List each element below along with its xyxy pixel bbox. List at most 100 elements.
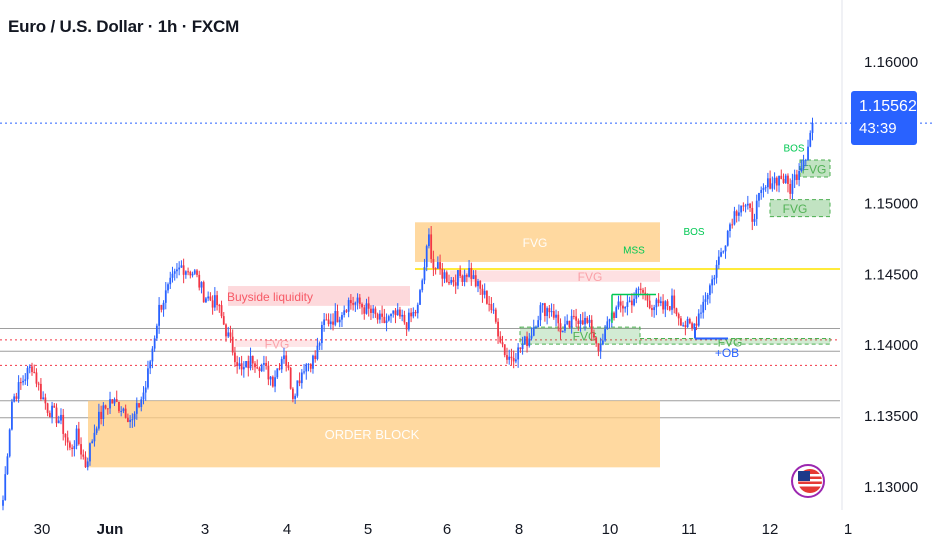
candle-body (142, 392, 145, 400)
candle-body (57, 420, 60, 424)
candle-body (642, 289, 644, 293)
candle-body (178, 267, 181, 270)
candle-body (151, 348, 154, 362)
candle-body (160, 304, 163, 310)
candle-body (209, 296, 212, 301)
candle-body (633, 298, 635, 306)
candle-body (791, 180, 794, 194)
candle-body (370, 308, 372, 313)
candle-body (626, 302, 629, 308)
candle-body (586, 317, 589, 323)
candle-body (309, 363, 312, 369)
candle-body (657, 299, 660, 304)
candle-body (789, 183, 792, 194)
candle-body (104, 405, 107, 409)
candle-body (231, 336, 234, 353)
candle-body (630, 300, 633, 306)
candle-body (436, 262, 439, 269)
candle-body (481, 288, 484, 295)
candle-body (227, 332, 230, 337)
candle-body (35, 372, 38, 384)
candle-body (608, 319, 611, 322)
candle-body (396, 309, 399, 316)
zone-fvg-bear-2 (235, 339, 320, 347)
candle-body (236, 362, 239, 367)
candle-body (448, 281, 450, 284)
candle-body (242, 367, 245, 370)
candle-body (211, 300, 214, 308)
candle-body (124, 408, 127, 418)
candle-body (399, 309, 401, 317)
candle-body (354, 302, 357, 305)
candle-body (766, 178, 769, 188)
candle-body (247, 361, 250, 369)
candle-body (499, 336, 502, 343)
candle-body (390, 313, 392, 317)
candle-body (285, 355, 288, 365)
x-tick-label: 8 (515, 521, 523, 538)
candle-body (120, 410, 123, 412)
candle-body (709, 285, 711, 296)
zone-liquidity (228, 286, 410, 306)
annotation-mss: MSS (623, 245, 645, 256)
candle-body (2, 500, 4, 506)
candle-body (539, 305, 542, 321)
candle-body (93, 432, 96, 442)
candle-body (624, 307, 627, 309)
candle-body (479, 281, 482, 289)
candle-body (555, 314, 557, 318)
candle-body (55, 407, 58, 424)
time-axis: 30 Jun 3 4 5 6 8 10 11 12 1 (34, 521, 853, 538)
us-flag-icon (791, 464, 825, 498)
x-tick-label: 5 (364, 521, 372, 538)
candle-body (445, 272, 448, 282)
candle-body (267, 365, 270, 380)
zone-label-fvg: FVG (523, 236, 548, 250)
candle-body (434, 268, 437, 270)
candle-body (118, 401, 120, 412)
candle-body (617, 301, 620, 308)
candle-body (274, 377, 276, 387)
candle-body (691, 323, 693, 329)
zone-order-block (88, 400, 660, 468)
candle-body (715, 264, 718, 278)
candle-body (320, 325, 323, 344)
candle-body (753, 219, 756, 222)
candle-body (720, 252, 722, 257)
zones-layer: FVG ORDER BLOCK Buyside liquidity FVG FVG FVG… (88, 159, 831, 468)
candle-body (693, 323, 696, 329)
candle-body (131, 419, 134, 421)
candle-body (532, 327, 535, 336)
candle-body (62, 414, 65, 434)
candle-body (292, 388, 294, 399)
candle-body (494, 309, 497, 322)
candle-body (744, 205, 747, 207)
candle-body (662, 301, 664, 310)
candle-body (269, 376, 272, 380)
candle-body (51, 405, 53, 418)
candle-body (17, 382, 20, 399)
candle-body (60, 414, 62, 421)
candle-body (405, 322, 408, 330)
candle-body (510, 356, 513, 359)
candle-body (577, 320, 580, 325)
candle-body (381, 313, 383, 317)
price-axis: 1.13000 1.13500 1.14000 1.14500 1.15000 1.160… (841, 0, 918, 510)
candle-body (519, 347, 522, 350)
candle-body (443, 272, 446, 279)
candle-body (550, 311, 553, 313)
x-tick-label: 30 (34, 521, 51, 538)
candle-body (307, 363, 310, 365)
candle-body (37, 383, 40, 385)
candle-body (771, 183, 774, 189)
candle-body (341, 315, 343, 320)
candle-body (764, 187, 767, 189)
candle-body (552, 311, 555, 318)
annotation-bos-2: BOS (783, 143, 804, 154)
candle-body (4, 474, 7, 501)
candle-body (184, 271, 187, 275)
candle-body (619, 301, 622, 306)
zone-label-fvg-bear: FVG (578, 270, 603, 284)
x-tick-label: Jun (97, 521, 124, 538)
